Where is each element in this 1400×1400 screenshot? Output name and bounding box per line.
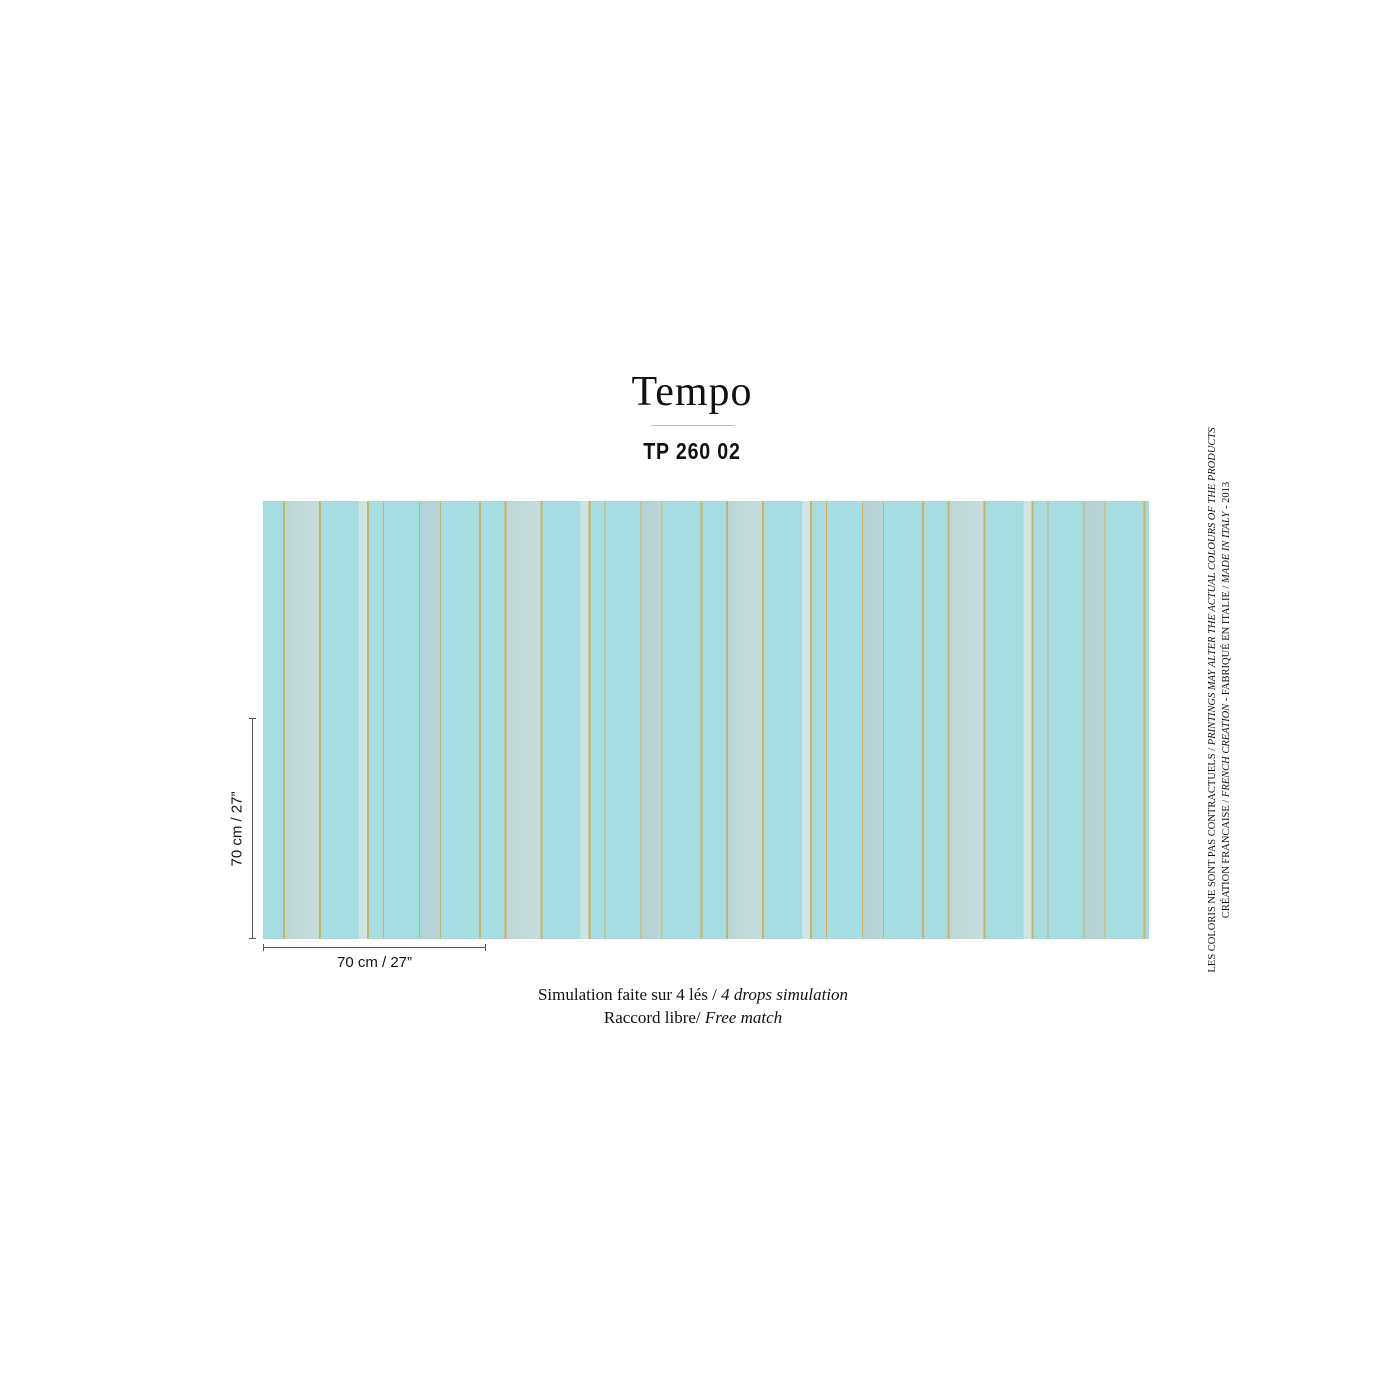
simulation-note-fr: Simulation faite sur 4 lés / (537, 985, 717, 1004)
product-reference: TP 260 02 (643, 438, 741, 464)
match-note-en: Free match (704, 1008, 783, 1027)
height-dimension-line (249, 718, 256, 939)
match-note-fr: Raccord libre/ (603, 1008, 701, 1027)
year: - 2013 (1221, 481, 1232, 509)
wallpaper-swatch (263, 501, 1149, 939)
made-fr: - FABRIQUÉ EN ITALIE / (1221, 585, 1232, 702)
width-dimension-line (263, 944, 486, 951)
simulation-note-en: 4 drops simulation (721, 985, 849, 1004)
creation-en: FRENCH CREATION (1221, 703, 1232, 798)
title-divider (651, 425, 735, 426)
product-title: Tempo (631, 369, 753, 415)
disclaimer-fr: LES COLORIS NE SONT PAS CONTRACTUELS / (1207, 747, 1218, 973)
height-dimension-label: 70 cm / 27” (228, 791, 246, 867)
disclaimer-en: PRINTINGS MAY ALTER THE ACTUAL COLOURS O… (1207, 427, 1218, 746)
disclaimer-line-2: CRÉATION FRANCAISE / FRENCH CREATION - F… (1220, 428, 1234, 973)
made-en: MADE IN ITALY (1221, 511, 1232, 583)
creation-fr: CRÉATION FRANCAISE / (1221, 799, 1232, 919)
disclaimer-line-1: LES COLORIS NE SONT PAS CONTRACTUELS / P… (1206, 428, 1220, 973)
match-note: Raccord libre/ Free match (0, 1008, 1386, 1028)
simulation-note: Simulation faite sur 4 lés / 4 drops sim… (0, 985, 1386, 1005)
width-dimension-label: 70 cm / 27” (336, 954, 413, 971)
disclaimer: LES COLORIS NE SONT PAS CONTRACTUELS / P… (1206, 428, 1234, 973)
